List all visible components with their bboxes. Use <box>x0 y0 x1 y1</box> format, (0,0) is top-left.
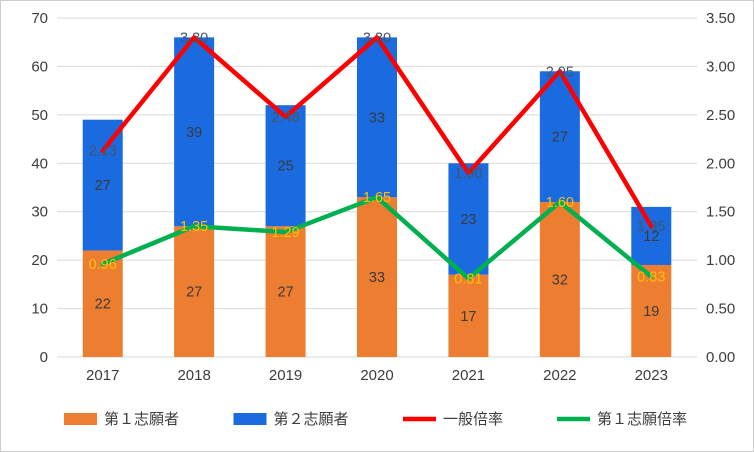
legend-label-second-choice-applicants: 第２志願者 <box>274 410 349 428</box>
bar-data-label-second-choice-applicants: 25 <box>278 159 294 175</box>
bar-segment-second-choice-applicants <box>265 105 306 227</box>
bar-data-label-second-choice-applicants: 27 <box>552 130 568 146</box>
legend-label-general-ratio: 一般倍率 <box>443 411 503 428</box>
line-data-label-general-ratio: 3.30 <box>363 30 391 46</box>
bar-data-label-second-choice-applicants: 27 <box>95 178 111 194</box>
bar-segment-first-choice-applicants <box>82 250 123 357</box>
left-axis-tick-label: 30 <box>31 204 48 221</box>
bar-segment-second-choice-applicants <box>174 37 215 227</box>
x-axis-label: 2018 <box>177 367 210 384</box>
legend-label-first-choice-ratio: 第１志願倍率 <box>597 410 687 428</box>
bar-segment-first-choice-applicants <box>357 197 397 357</box>
bar-segment-first-choice-applicants <box>448 274 489 357</box>
x-axis-label: 2017 <box>86 367 119 384</box>
left-axis-tick-label: 20 <box>31 252 48 269</box>
x-axis-label: 2019 <box>269 367 302 384</box>
bar-segment-first-choice-applicants <box>539 202 580 357</box>
bar-segment-second-choice-applicants <box>82 119 123 251</box>
right-axis-tick-label: 2.50 <box>706 107 735 124</box>
bar-data-label-second-choice-applicants: 12 <box>643 229 659 245</box>
x-axis-label: 2020 <box>360 367 393 384</box>
right-axis-tick-label: 3.50 <box>706 10 735 27</box>
right-axis-tick-label: 0.00 <box>706 349 735 366</box>
bar-data-label-second-choice-applicants: 23 <box>460 212 476 228</box>
legend-swatch-first-choice-applicants <box>64 413 97 425</box>
bar-data-label-second-choice-applicants: 33 <box>369 110 385 126</box>
line-data-label-general-ratio: 3.30 <box>180 30 208 46</box>
legend-swatch-first-choice-ratio <box>557 416 590 422</box>
x-axis-label: 2021 <box>452 367 485 384</box>
left-axis-tick-label: 40 <box>31 155 48 172</box>
line-data-label-first-choice-ratio: 1.60 <box>546 195 574 211</box>
left-axis-tick-label: 10 <box>31 301 48 318</box>
right-axis-tick-label: 2.00 <box>706 155 735 172</box>
x-axis-label: 2023 <box>635 367 668 384</box>
bar-data-label-first-choice-applicants: 17 <box>460 309 476 325</box>
bar-segment-second-choice-applicants <box>448 163 489 275</box>
bar-segment-second-choice-applicants <box>631 206 672 265</box>
line-first-choice-ratio <box>100 194 654 281</box>
legend-swatch-second-choice-applicants <box>233 413 267 425</box>
right-axis-tick-label: 1.50 <box>706 204 735 221</box>
line-data-label-first-choice-ratio: 0.81 <box>454 272 482 288</box>
bar-data-label-first-choice-applicants: 19 <box>643 304 659 320</box>
line-data-label-first-choice-ratio: 1.65 <box>363 190 391 206</box>
left-axis-tick-label: 50 <box>31 107 48 124</box>
bar-data-label-second-choice-applicants: 39 <box>186 125 202 141</box>
right-axis-tick-label: 3.00 <box>706 58 735 75</box>
line-data-label-first-choice-ratio: 1.35 <box>180 219 208 235</box>
left-axis-tick-label: 0 <box>40 349 48 366</box>
left-axis-tick-label: 70 <box>31 10 48 27</box>
line-data-label-general-ratio: 1.90 <box>454 166 482 182</box>
line-data-label-general-ratio: 2.13 <box>89 144 117 160</box>
bar-data-label-first-choice-applicants: 33 <box>369 270 385 286</box>
bar-data-label-first-choice-applicants: 22 <box>95 297 111 313</box>
line-data-label-first-choice-ratio: 0.96 <box>89 257 117 273</box>
legend-swatch-general-ratio <box>403 416 436 422</box>
legend-label-first-choice-applicants: 第１志願者 <box>104 410 179 428</box>
line-data-label-first-choice-ratio: 0.83 <box>637 270 665 286</box>
line-data-label-first-choice-ratio: 1.29 <box>271 225 299 241</box>
bar-data-label-first-choice-applicants: 27 <box>278 285 294 301</box>
bar-segment-second-choice-applicants <box>357 37 397 198</box>
right-axis-tick-label: 0.50 <box>706 301 735 318</box>
right-axis-tick-label: 1.00 <box>706 252 735 269</box>
bar-segment-first-choice-applicants <box>631 264 672 357</box>
bar-data-label-first-choice-applicants: 32 <box>552 273 568 289</box>
line-data-label-general-ratio: 2.48 <box>271 110 299 126</box>
bar-segment-first-choice-applicants <box>265 226 306 357</box>
bar-data-label-first-choice-applicants: 27 <box>186 285 202 301</box>
line-data-label-general-ratio: 1.35 <box>637 219 665 235</box>
line-data-label-general-ratio: 2.95 <box>546 64 574 80</box>
bar-segment-first-choice-applicants <box>174 226 215 357</box>
x-axis-label: 2022 <box>543 367 576 384</box>
line-general-ratio <box>100 35 654 229</box>
left-axis-tick-label: 60 <box>31 58 48 75</box>
